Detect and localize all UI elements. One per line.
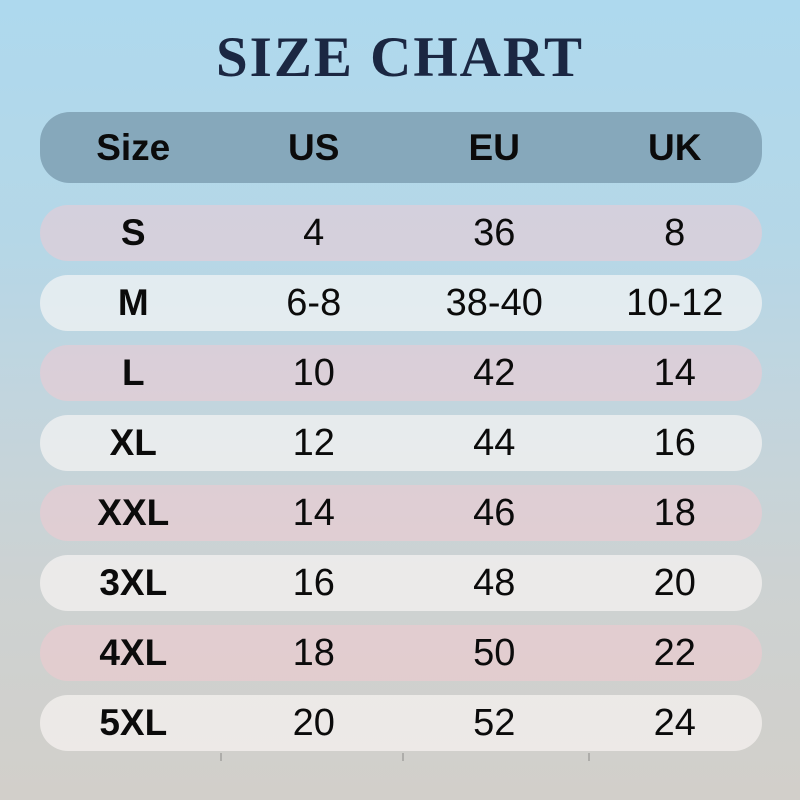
size-cell: M — [117, 282, 149, 323]
size-cell: L — [121, 352, 145, 393]
us-cell: 16 — [292, 561, 335, 604]
eu-cell: 38-40 — [445, 281, 543, 324]
size-cell: 3XL — [99, 562, 168, 603]
us-cell: 18 — [292, 631, 335, 674]
uk-cell: 14 — [653, 351, 696, 394]
us-cell: 20 — [292, 701, 335, 744]
us-cell: 4 — [303, 211, 325, 254]
page-title: SIZE CHART — [215, 26, 584, 89]
table-row: XXL 14 46 18 — [40, 485, 762, 541]
size-cell: XL — [109, 422, 157, 463]
header-size: Size — [96, 126, 171, 168]
table-row: L 10 42 14 — [40, 345, 762, 401]
column-divider-tick — [220, 753, 222, 761]
uk-cell: 10-12 — [626, 281, 724, 324]
size-table: Size US EU UK S 4 36 8 M 6-8 38-40 10-12… — [40, 112, 762, 765]
table-header-row: Size US EU UK — [40, 112, 762, 183]
size-cell: S — [120, 212, 146, 253]
table-row: 3XL 16 48 20 — [40, 555, 762, 611]
table-row: S 4 36 8 — [40, 205, 762, 261]
table-row: XL 12 44 16 — [40, 415, 762, 471]
eu-cell: 52 — [473, 701, 516, 744]
us-cell: 6-8 — [286, 281, 342, 324]
header-eu: EU — [468, 126, 520, 168]
uk-cell: 24 — [653, 701, 696, 744]
eu-cell: 50 — [473, 631, 516, 674]
size-cell: XXL — [97, 492, 170, 533]
eu-cell: 46 — [473, 491, 516, 534]
column-divider-tick — [588, 753, 590, 761]
header-us: US — [288, 126, 340, 168]
column-divider-tick — [402, 753, 404, 761]
us-cell: 12 — [292, 421, 335, 464]
table-row: 4XL 18 50 22 — [40, 625, 762, 681]
eu-cell: 48 — [473, 561, 516, 604]
header-uk: UK — [648, 126, 702, 168]
eu-cell: 36 — [473, 211, 516, 254]
us-cell: 10 — [292, 351, 335, 394]
eu-cell: 44 — [473, 421, 516, 464]
uk-cell: 18 — [653, 491, 696, 534]
eu-cell: 42 — [473, 351, 516, 394]
uk-cell: 22 — [653, 631, 696, 674]
size-cell: 5XL — [99, 702, 168, 743]
size-cell: 4XL — [99, 632, 168, 673]
uk-cell: 16 — [653, 421, 696, 464]
uk-cell: 8 — [664, 211, 686, 254]
uk-cell: 20 — [653, 561, 696, 604]
table-row: 5XL 20 52 24 — [40, 695, 762, 751]
table-row: M 6-8 38-40 10-12 — [40, 275, 762, 331]
us-cell: 14 — [292, 491, 335, 534]
